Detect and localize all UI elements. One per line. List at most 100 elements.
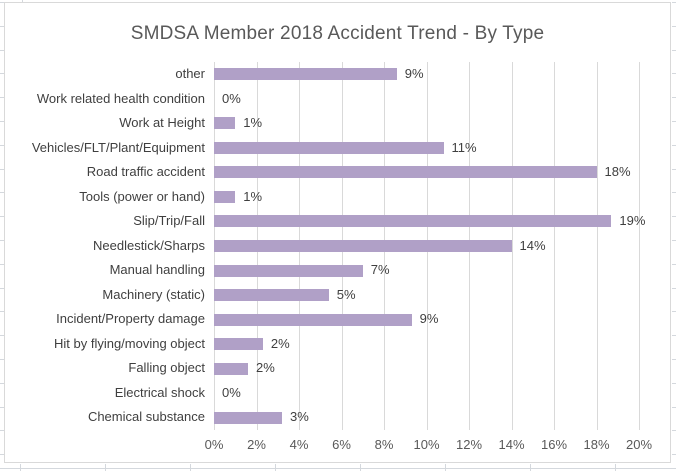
data-label: 9% bbox=[419, 311, 439, 327]
sheet-gridline-stub bbox=[0, 240, 4, 241]
data-label: 2% bbox=[270, 335, 290, 351]
category-label: Electrical shock bbox=[114, 384, 205, 400]
sheet-gridline-stub bbox=[672, 2, 676, 3]
plot-area: 9% 0% 1% 11% 18% 1% 19% 14% 7% 5% 9% 2% 2% 0% 3% bbox=[214, 62, 645, 430]
sheet-gridline-stub bbox=[445, 464, 446, 471]
sheet-gridline-stub bbox=[0, 169, 4, 170]
sheet-gridline-stub bbox=[0, 192, 4, 193]
x-tick-label: 0% bbox=[204, 437, 224, 452]
sheet-gridline-stub bbox=[0, 468, 676, 469]
bar[interactable] bbox=[214, 68, 397, 81]
sheet-gridline-stub bbox=[0, 97, 4, 98]
bar-row: 7% bbox=[214, 258, 639, 283]
category-label: Work at Height bbox=[119, 115, 205, 131]
sheet-gridline-stub bbox=[615, 464, 616, 471]
data-label: 3% bbox=[290, 409, 309, 425]
sheet-gridline-stub bbox=[0, 26, 4, 27]
data-label: 14% bbox=[519, 237, 546, 253]
sheet-gridline-stub bbox=[190, 464, 191, 471]
bar[interactable] bbox=[214, 190, 236, 203]
category-label: Slip/Trip/Fall bbox=[133, 213, 205, 229]
bar[interactable] bbox=[214, 215, 612, 228]
data-label: 1% bbox=[243, 188, 263, 204]
data-label: 2% bbox=[256, 360, 275, 376]
bar-row: 3% bbox=[214, 405, 639, 430]
sheet-gridline-stub bbox=[672, 407, 676, 408]
bar[interactable] bbox=[214, 239, 512, 252]
sheet-gridline-stub bbox=[0, 454, 4, 455]
bar-row: 2% bbox=[214, 332, 639, 357]
sheet-gridline-stub bbox=[0, 2, 4, 3]
data-label: 1% bbox=[243, 115, 263, 131]
bar-row: 9% bbox=[214, 62, 639, 87]
bar[interactable] bbox=[214, 362, 248, 375]
sheet-gridline-stub bbox=[0, 73, 4, 74]
sheet-gridline-stub bbox=[0, 335, 4, 336]
sheet-gridline-stub bbox=[672, 311, 676, 312]
bar[interactable] bbox=[214, 313, 412, 326]
category-label: Vehicles/FLT/Plant/Equipment bbox=[31, 139, 205, 155]
sheet-gridline-stub bbox=[360, 464, 361, 471]
x-tick-label: 16% bbox=[540, 437, 568, 452]
category-label: Work related health condition bbox=[36, 90, 205, 106]
x-tick-label: 18% bbox=[583, 437, 610, 452]
category-label: Machinery (static) bbox=[102, 286, 205, 302]
plot-gridline bbox=[639, 62, 640, 430]
sheet-gridline-stub bbox=[0, 145, 4, 146]
bar-row: 1% bbox=[214, 111, 639, 136]
category-label: Chemical substance bbox=[87, 409, 205, 425]
data-label: 19% bbox=[619, 213, 646, 229]
sheet-gridline-stub bbox=[0, 288, 4, 289]
data-label: 11% bbox=[451, 139, 477, 155]
sheet-gridline-stub bbox=[672, 145, 676, 146]
x-tick-label: 4% bbox=[289, 437, 309, 452]
sheet-gridline-stub bbox=[672, 73, 676, 74]
value-axis: 0% 2% 4% 6% 8% 10% 12% 14% 16% 18% 20% bbox=[205, 437, 652, 455]
bar[interactable] bbox=[214, 141, 444, 154]
data-label: 0% bbox=[222, 384, 241, 400]
sheet-gridline-stub bbox=[105, 464, 106, 471]
category-label: Incident/Property damage bbox=[56, 311, 205, 327]
sheet-gridline-stub bbox=[0, 407, 4, 408]
bar[interactable] bbox=[214, 411, 282, 424]
sheet-gridline-stub bbox=[0, 50, 4, 51]
sheet-gridline-stub bbox=[275, 464, 276, 471]
plot-gridline bbox=[596, 62, 598, 430]
sheet-gridline-stub bbox=[672, 97, 676, 98]
sheet-gridline-stub bbox=[0, 359, 4, 360]
bar[interactable] bbox=[214, 166, 597, 179]
bar-row: 0% bbox=[214, 381, 639, 406]
x-tick-label: 14% bbox=[498, 437, 525, 452]
sheet-gridline-stub bbox=[530, 464, 531, 471]
x-tick-label: 12% bbox=[455, 437, 483, 452]
bar[interactable] bbox=[214, 264, 363, 277]
plot-gridline bbox=[554, 62, 555, 430]
sheet-gridline-stub bbox=[0, 264, 4, 265]
sheet-gridline-stub bbox=[672, 192, 676, 193]
category-label: Manual handling bbox=[109, 262, 205, 278]
sheet-gridline-stub bbox=[672, 216, 676, 217]
x-tick-label: 20% bbox=[625, 437, 653, 452]
bar-row: 5% bbox=[214, 283, 639, 308]
bar-row: 9% bbox=[214, 307, 639, 332]
data-label: 7% bbox=[370, 262, 390, 278]
x-tick-label: 8% bbox=[374, 437, 394, 452]
bar[interactable] bbox=[214, 117, 236, 130]
category-axis: other Work related health condition Work a… bbox=[5, 62, 205, 430]
chart-title: SMDSA Member 2018 Accident Trend - By Ty… bbox=[130, 23, 545, 44]
sheet-gridline-stub bbox=[20, 464, 21, 471]
category-label: Tools (power or hand) bbox=[79, 188, 205, 204]
bar-row: 18% bbox=[214, 160, 639, 185]
sheet-gridline-stub bbox=[672, 121, 676, 122]
plot-gridline bbox=[511, 62, 513, 430]
sheet-gridline-stub bbox=[672, 264, 676, 265]
sheet-gridline-stub bbox=[0, 383, 4, 384]
sheet-gridline-stub bbox=[22, 0, 23, 2]
bar[interactable] bbox=[214, 289, 329, 302]
data-label: 5% bbox=[336, 286, 356, 302]
bar[interactable] bbox=[214, 338, 263, 351]
data-label: 9% bbox=[404, 66, 424, 81]
chart-area[interactable]: SMDSA Member 2018 Accident Trend - By Ty… bbox=[4, 2, 671, 463]
data-label: 0% bbox=[222, 90, 241, 106]
